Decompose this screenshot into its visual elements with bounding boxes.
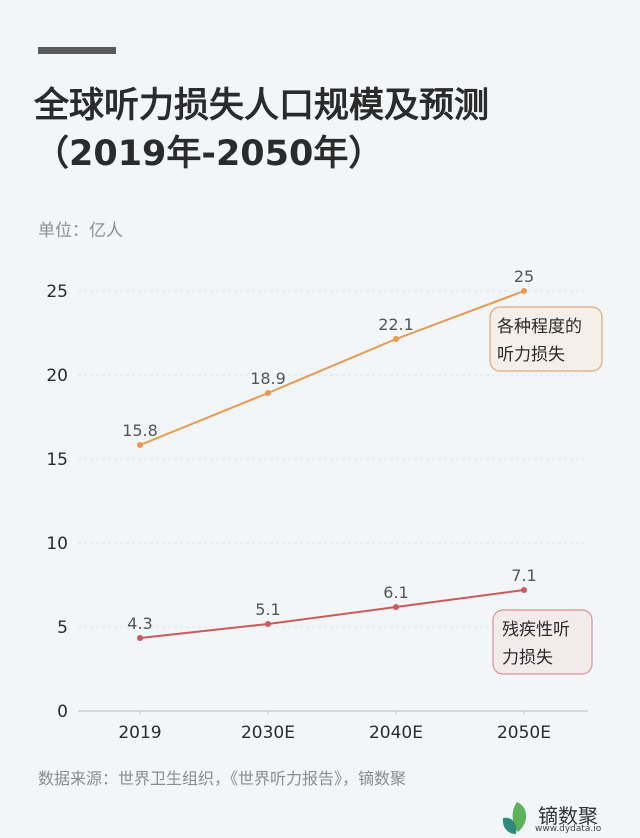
series-all-hearing-loss: 15.8 18.9 22.1 25 各种程度的 听力损失 [122, 267, 603, 448]
x-tick: 2040E [369, 723, 423, 743]
data-point[interactable] [137, 442, 143, 448]
y-tick: 25 [46, 282, 68, 302]
y-tick: 0 [57, 702, 68, 722]
data-label: 5.1 [255, 600, 280, 619]
title-accent-bar [38, 47, 116, 54]
data-point[interactable] [265, 621, 271, 627]
x-tick: 2019 [118, 723, 161, 743]
unit-label: 单位：亿人 [38, 221, 123, 241]
x-tick-labels: 2019 2030E 2040E 2050E [118, 723, 551, 743]
x-tick: 2050E [497, 723, 551, 743]
data-point[interactable] [393, 336, 399, 342]
y-tick-labels: 0 5 10 15 20 25 [46, 282, 68, 722]
logo-name: 镝数聚 [538, 804, 598, 828]
series-label-line: 听力损失 [497, 345, 565, 365]
title-line-2: （2019年-2050年） [34, 134, 384, 174]
data-label: 18.9 [250, 369, 286, 388]
gridlines [78, 290, 588, 628]
data-label: 22.1 [378, 315, 414, 334]
y-tick: 20 [46, 366, 68, 386]
brand-logo: 镝数聚 www.dydata.io [500, 798, 610, 836]
data-point[interactable] [521, 288, 527, 294]
series-label-line: 力损失 [502, 648, 553, 668]
data-point[interactable] [393, 604, 399, 610]
y-tick: 10 [46, 534, 68, 554]
y-tick: 5 [57, 618, 68, 638]
series-label-line: 残疾性听 [502, 620, 570, 640]
series-label-box: 各种程度的 听力损失 [489, 306, 603, 372]
data-point[interactable] [137, 635, 143, 641]
x-ticks [139, 711, 525, 715]
chart-title: 全球听力损失人口规模及预测 （2019年-2050年） [34, 82, 489, 178]
data-label: 4.3 [127, 614, 152, 633]
series-label-box: 残疾性听 力损失 [492, 609, 593, 675]
series-label-line: 各种程度的 [497, 317, 582, 337]
data-label: 15.8 [122, 421, 158, 440]
x-tick: 2030E [241, 723, 295, 743]
data-point[interactable] [265, 390, 271, 396]
data-label: 7.1 [511, 566, 536, 585]
title-line-1: 全球听力损失人口规模及预测 [34, 86, 490, 126]
data-label: 6.1 [383, 583, 408, 602]
y-tick: 15 [46, 450, 68, 470]
logo-url: www.dydata.io [535, 824, 602, 834]
data-label: 25 [514, 267, 534, 286]
series-disabling-hearing-loss: 4.3 5.1 6.1 7.1 残疾性听 力损失 [127, 566, 593, 675]
data-source: 数据来源：世界卫生组织，《世界听力报告》，镝数聚 [38, 769, 407, 788]
leaf-logo-icon [502, 802, 527, 834]
data-point[interactable] [521, 587, 527, 593]
line-chart: 0 5 10 15 20 25 2019 2030E 2040E 2050E 1… [46, 267, 603, 743]
